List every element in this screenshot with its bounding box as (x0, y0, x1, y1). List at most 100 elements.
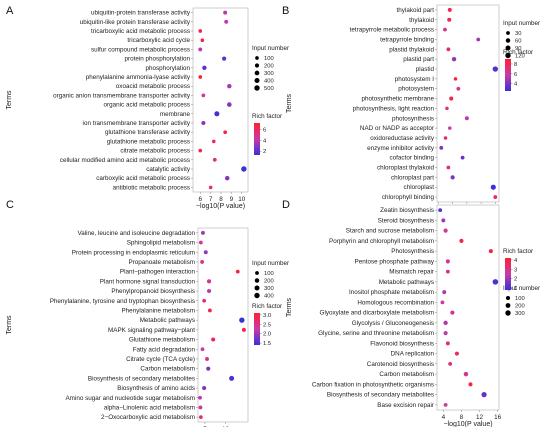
data-point (200, 230, 205, 235)
color-legend-title: Rich factor (252, 113, 282, 120)
term-label: NAD or NADP as acceptor (360, 125, 434, 132)
size-legend-label: 30 (515, 31, 521, 37)
size-legend-dot (255, 271, 259, 275)
x-axis-label: −log10(P value) (443, 421, 492, 427)
color-tick-label: 3.0 (263, 313, 271, 319)
panel-label: B (282, 5, 289, 17)
term-label: 2−Oxocarboxylic acid metabolism (101, 414, 195, 421)
color-legend: Rich factor 2 4 6 (252, 113, 282, 155)
size-legend-dot (505, 295, 511, 301)
size-legend-dot (254, 77, 260, 84)
size-legend-label: 300 (264, 286, 274, 292)
data-point (443, 402, 448, 407)
data-point (445, 341, 450, 346)
size-legend-label: 200 (264, 279, 274, 285)
term-label: Steroid biosynthesis (378, 217, 434, 224)
data-point (441, 218, 446, 223)
color-tick-label: 1.5 (263, 341, 271, 347)
term-label: plastid thylakoid (389, 46, 434, 53)
data-point (198, 75, 203, 79)
term-label: Pentose phosphate pathway (355, 258, 435, 265)
data-point (450, 310, 455, 315)
data-point (493, 195, 498, 199)
data-point (450, 175, 455, 180)
size-legend-title: Input number (252, 260, 289, 267)
term-label: Metabolic pathways (140, 317, 195, 324)
data-point (227, 83, 232, 89)
data-point (459, 238, 464, 243)
data-point (447, 17, 452, 22)
x-tick-label: 12 (476, 414, 484, 421)
term-label: Citrate cycle (TCA cycle) (126, 356, 195, 363)
data-point (443, 228, 448, 233)
term-label: photosynthesis (392, 115, 434, 122)
data-point (445, 259, 450, 264)
panel-d: D Zeatin biosynthesis Steroid biosynthesis… (282, 199, 540, 427)
term-label: ubiquitin-like protein transferase activ… (80, 19, 191, 26)
data-point (198, 29, 203, 33)
term-label: Biosynthesis of secondary metabolites (327, 392, 434, 399)
size-legend-dot (505, 310, 511, 316)
term-label: Valine, leucine and isoleucine degradati… (77, 230, 195, 237)
term-label: Propanoate metabolism (128, 259, 195, 266)
data-point (438, 208, 443, 213)
color-bar (254, 123, 260, 155)
plot-frame (436, 4, 500, 203)
term-label: Glycolysis / Gluconeogenesis (352, 320, 434, 327)
size-legend-dot (255, 56, 259, 60)
term-label: alpha−Linolenic acid metabolism (104, 404, 195, 411)
data-point (198, 405, 203, 410)
data-point (439, 145, 444, 150)
data-point (440, 300, 445, 305)
term-label: Biosynthesis of amino acids (117, 385, 195, 392)
x-tick-label: 16 (494, 414, 502, 421)
color-legend-title: Rich factor (503, 49, 533, 56)
term-label: Photosynthesis (391, 248, 434, 255)
term-label: glutathione metabolic process (107, 138, 190, 145)
color-tick-label: 3 (514, 267, 517, 273)
color-legend-title: Rich factor (252, 303, 282, 310)
plot-frame (436, 204, 500, 411)
data-point (198, 395, 202, 400)
term-label: phosphorylation (146, 65, 191, 72)
term-label: chloroplast thylakoid (377, 165, 435, 172)
data-point (492, 279, 499, 285)
color-tick-label: 1 (514, 286, 517, 292)
term-label: chloroplast (404, 184, 435, 191)
data-point (492, 66, 499, 72)
size-legend-label: 100 (264, 271, 274, 277)
plot-frame (192, 7, 249, 193)
data-point (200, 260, 204, 264)
data-point (214, 111, 220, 117)
data-point (481, 392, 487, 398)
term-label: photosynthetic membrane (362, 96, 435, 103)
size-legend-dot (254, 292, 260, 299)
size-legend-title: Input number (252, 45, 289, 52)
term-label: Carbon fixation in photosynthetic organi… (312, 381, 434, 388)
term-label: thylakoid (409, 17, 434, 24)
data-point (200, 347, 205, 352)
term-label: Glycine, serine and threonine metabolism (318, 330, 434, 337)
data-point (453, 77, 458, 81)
color-tick-label: 8 (514, 62, 517, 68)
size-legend-label: 200 (515, 304, 525, 310)
data-point (442, 290, 447, 295)
term-label: cofactor binding (390, 155, 435, 162)
term-label: ion transmembrane transporter activity (83, 120, 191, 127)
term-label: plastid (416, 66, 435, 73)
term-label: organic acid metabolic process (104, 102, 190, 109)
x-tick-label: 9 (230, 196, 234, 203)
term-label: enzyme inhibitor activity (367, 145, 435, 152)
size-legend-dot (254, 85, 260, 91)
data-point (211, 139, 216, 144)
term-label: oxoacid metabolic process (116, 83, 190, 90)
data-point (211, 337, 216, 342)
size-legend-label: 500 (264, 86, 274, 92)
term-label: sulfur compound metabolic process (91, 46, 190, 53)
term-label: plastid part (403, 56, 434, 63)
term-label: antibiotic metabolic process (113, 184, 190, 191)
data-point (241, 166, 247, 172)
